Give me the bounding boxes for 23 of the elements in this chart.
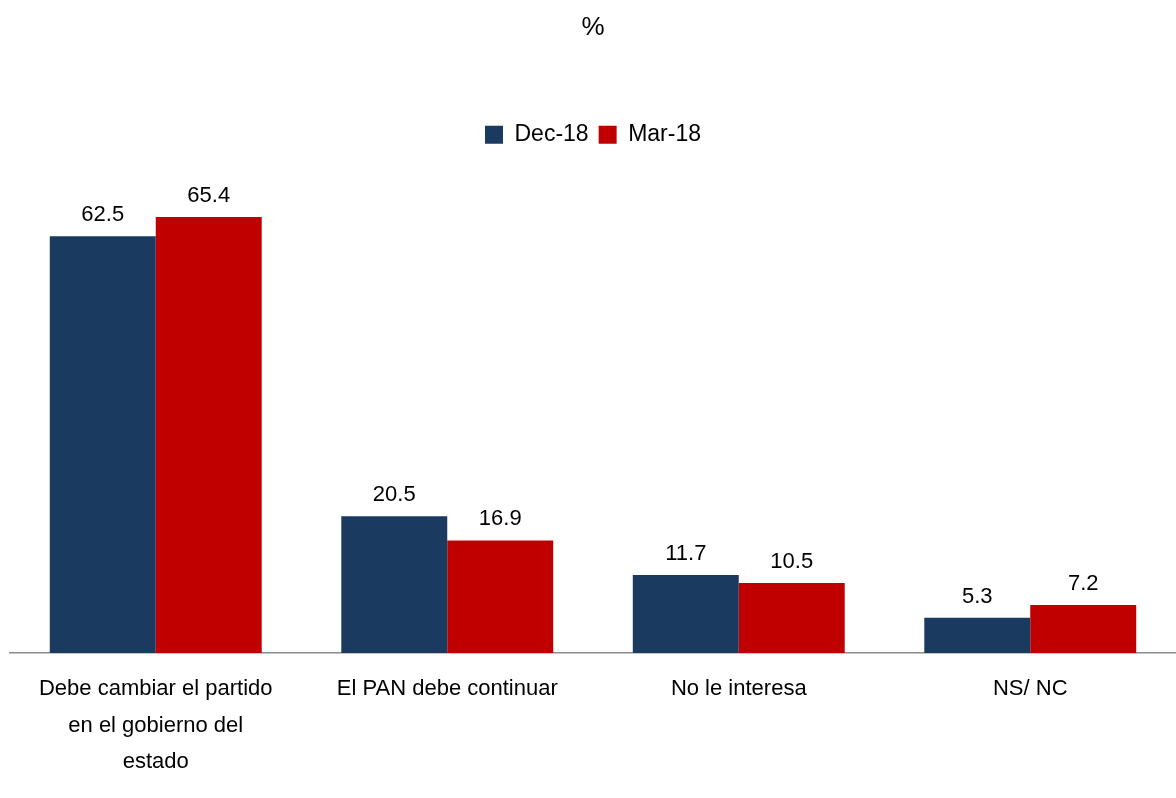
x-tick-label: NS/ NC (992, 675, 1068, 701)
legend-label: Dec-18 (514, 120, 589, 147)
bar (341, 516, 448, 654)
data-label: 16.9 (478, 505, 522, 531)
chart-title: % (581, 10, 605, 41)
data-label: 7.2 (1067, 570, 1099, 596)
legend-label: Mar-18 (628, 120, 702, 147)
x-tick-label: No le interesa (670, 675, 808, 701)
data-label: 65.4 (187, 181, 231, 207)
bar (632, 575, 739, 654)
x-tick-label: Debe cambiar el partido en el gobierno del estado (38, 675, 273, 773)
bar (447, 540, 554, 654)
data-label: 62.5 (81, 201, 125, 227)
x-tick-label: El PAN debe continuar (336, 675, 558, 701)
data-label: 5.3 (961, 582, 993, 608)
bar (155, 216, 262, 654)
data-label: 20.5 (372, 481, 416, 507)
data-label: 11.7 (665, 540, 707, 566)
data-label: 10.5 (770, 548, 814, 574)
bar (924, 617, 1031, 654)
bar (738, 583, 845, 654)
bar (1030, 605, 1137, 654)
bar (49, 236, 156, 654)
